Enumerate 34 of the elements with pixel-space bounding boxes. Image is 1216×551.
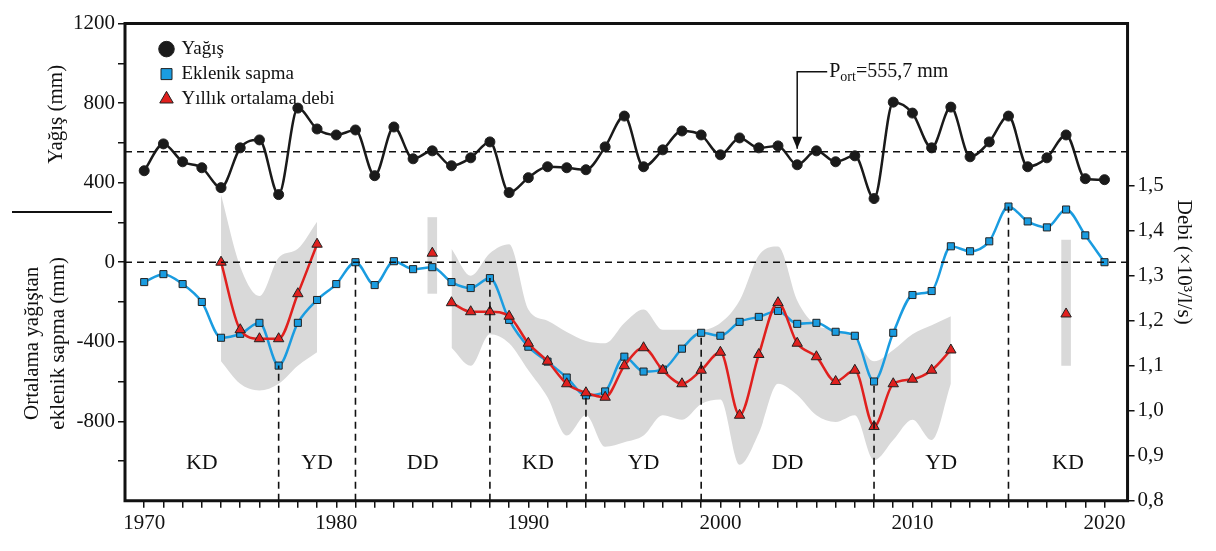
y2-tick-label: 0,8 <box>1137 487 1164 512</box>
y-axis-title: Ortalama yağıştan eklenik sapma (mm) <box>18 257 69 430</box>
annotation: YD <box>925 448 958 474</box>
y-tick-label: -400 <box>76 328 115 353</box>
legend-label: Yıllık ortalama debi <box>181 87 335 109</box>
annotation: DD <box>771 448 804 474</box>
y2-tick-label: 1,2 <box>1137 307 1164 332</box>
legend-label: Eklenik sapma <box>181 62 295 84</box>
y-tick-label: -800 <box>76 407 115 432</box>
x-tick-label: 1980 <box>315 509 358 534</box>
y2-axis-title: Debi (×10³/l/s) <box>1172 199 1197 325</box>
annotation: YD <box>301 448 333 474</box>
x-tick-label: 1970 <box>123 509 166 534</box>
x-tick-label: 2000 <box>699 509 742 534</box>
y-tick-label: 400 <box>83 169 115 194</box>
y2-tick-label: 1,4 <box>1137 217 1165 242</box>
x-tick-label: 2010 <box>891 509 934 534</box>
legend-label: Yağış <box>181 37 224 59</box>
y2-tick-label: 1,3 <box>1137 262 1164 287</box>
annotation: KD <box>522 448 554 474</box>
annotation: DD <box>406 448 439 474</box>
text: Yağış (mm) <box>42 64 67 164</box>
y2-tick-label: 1,5 <box>1137 172 1164 197</box>
y2-tick-label: 1,0 <box>1137 397 1164 422</box>
y-tick-label: 0 <box>104 248 115 273</box>
y-tick-label: 800 <box>83 89 115 114</box>
y2-tick-label: 0,9 <box>1137 442 1164 467</box>
x-tick-label: 1990 <box>507 509 550 534</box>
y2-tick-label: 1,1 <box>1137 352 1164 377</box>
annotation: YD <box>627 448 660 474</box>
annotation: KD <box>185 448 218 474</box>
y-tick-label: 1200 <box>73 10 115 35</box>
annotation: KD <box>1052 448 1084 474</box>
x-tick-label: 2020 <box>1083 509 1126 534</box>
